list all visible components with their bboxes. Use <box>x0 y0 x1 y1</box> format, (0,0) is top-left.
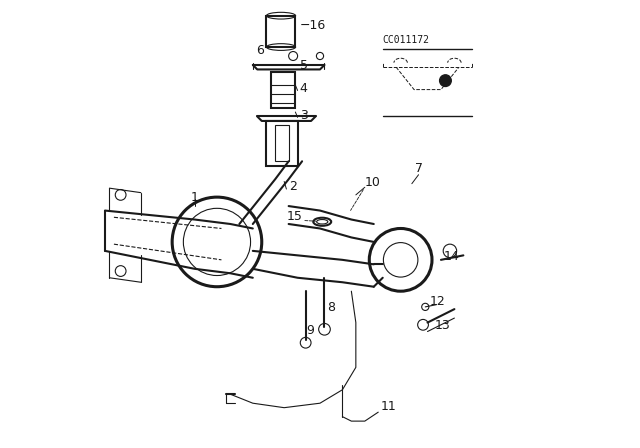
Bar <box>271 72 296 108</box>
Text: 11: 11 <box>380 400 396 413</box>
Text: 7: 7 <box>415 163 422 176</box>
Text: −16: −16 <box>300 19 326 32</box>
Bar <box>275 125 289 161</box>
Text: CC011172: CC011172 <box>383 34 429 44</box>
Text: 8: 8 <box>327 302 335 314</box>
Text: 10: 10 <box>365 176 381 189</box>
Text: 13: 13 <box>435 319 450 332</box>
Text: 3: 3 <box>300 109 308 122</box>
Text: 6: 6 <box>256 44 264 57</box>
Bar <box>266 121 298 166</box>
Text: 4: 4 <box>300 82 308 95</box>
Text: 12: 12 <box>430 295 445 308</box>
Text: 15: 15 <box>286 211 302 224</box>
Text: 9: 9 <box>307 324 314 337</box>
Text: 2: 2 <box>289 181 296 194</box>
Text: 1: 1 <box>191 190 198 204</box>
Circle shape <box>440 75 451 86</box>
Text: 5: 5 <box>300 60 308 73</box>
Text: 14: 14 <box>443 250 459 263</box>
Bar <box>266 16 296 47</box>
